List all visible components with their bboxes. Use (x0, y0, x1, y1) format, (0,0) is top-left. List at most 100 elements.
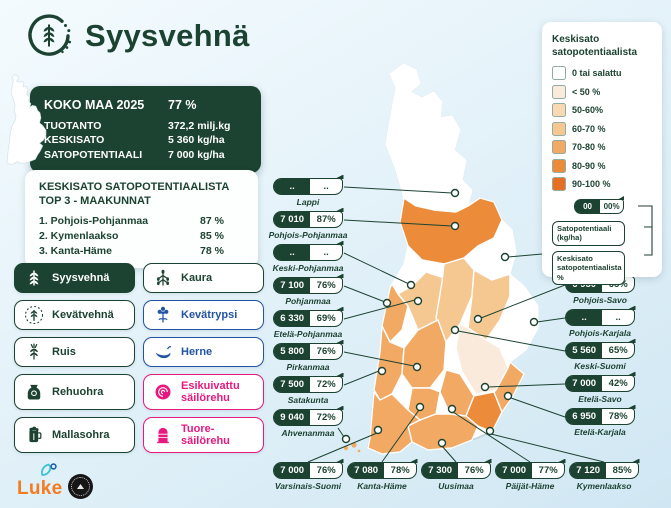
crop-button[interactable]: Mallasohra (14, 417, 135, 453)
legend-item: 60-70 % (552, 121, 652, 136)
map-region-lappi[interactable] (385, 63, 473, 213)
callout-keskisato: Keskisato satopotentiaalista % (552, 250, 625, 286)
legend-item: 80-90 % (552, 158, 652, 173)
region-potential-value: 7 100 (274, 278, 311, 293)
region-value-pill: 7 000 42% (565, 375, 635, 392)
summary-value: 77 % (168, 98, 197, 112)
region-percent-value: 77% (538, 465, 558, 476)
region-label: 7 300 76% Uusimaa (421, 462, 491, 496)
crop-button-label: Syysvehnä (52, 271, 110, 284)
top3-region-value: 87 % (200, 214, 224, 227)
crop-button-label: Ruis (52, 345, 76, 358)
region-label: 7 120 85% Kymenlaakso (569, 462, 639, 496)
region-potential-value: 9 040 (274, 410, 311, 425)
region-value-pill: .. .. (565, 309, 635, 326)
region-potential-value: 7 000 (566, 376, 603, 391)
crop-button[interactable]: Ruis (14, 337, 135, 367)
legend-color-swatch (552, 158, 566, 173)
region-name: Kanta-Häme (357, 480, 407, 491)
region-label: 7 080 78% Kanta-Häme (347, 462, 417, 496)
crop-button-label: Kevätrypsi (181, 308, 238, 321)
crop-button-label: Esikuivattu säilörehu (181, 379, 240, 404)
crop-button[interactable]: Esikuivattu säilörehu (143, 374, 264, 410)
crop-selector: Syysvehnä Kaura Kevätvehnä Kevät (14, 263, 264, 453)
region-value-pill: 7 100 76% (273, 277, 343, 294)
crop-button[interactable]: Kaura (143, 263, 264, 293)
region-potential-value: .. (566, 310, 603, 325)
top3-row: 3. Kanta-Häme 78 % (39, 244, 244, 259)
legend-items: 0 tai salattu < 50 % 50-60% 60-70 % (552, 66, 652, 191)
region-percent-value: 76% (464, 465, 484, 476)
top3-region-name: 3. Kanta-Häme (39, 245, 112, 258)
legend-item-label: < 50 % (572, 86, 601, 97)
region-label: 7 500 72% Satakunta (273, 376, 343, 409)
finland-map (343, 63, 539, 455)
top3-row: 1. Pohjois-Pohjanmaa 87 % (39, 214, 244, 229)
legend-color-swatch (552, 121, 566, 136)
legend-item-label: 50-60% (572, 105, 604, 115)
region-label: 7 100 76% Pohjanmaa (273, 277, 343, 310)
summary-value: 372,2 milj.kg (168, 119, 231, 132)
region-percent-value: 72% (316, 412, 336, 423)
top3-region-value: 85 % (200, 229, 224, 242)
region-value-pill: 5 800 76% (273, 343, 343, 360)
crop-button[interactable]: Kevätrypsi (143, 300, 264, 330)
region-value-pill: 7 120 85% (569, 462, 639, 479)
crop-button[interactable]: Syysvehnä (14, 263, 135, 293)
legend-item-label: 60-70 % (572, 123, 606, 134)
region-name: Etelä-Savo (578, 393, 622, 404)
sample-pill-value: 00 (575, 200, 601, 213)
region-labels-bottom: 7 000 76% Varsinais-Suomi 7 080 78% Kant… (273, 462, 639, 496)
summary-value: 5 360 kg/ha (168, 134, 225, 147)
region-label: 7 000 76% Varsinais-Suomi (273, 462, 343, 496)
crop-button-label: Herne (181, 345, 213, 358)
region-label: .. .. Pohjois-Karjala (565, 309, 635, 342)
region-label: 7 000 42% Etelä-Savo (565, 375, 635, 408)
region-potential-value: 7 000 (496, 463, 533, 478)
region-percent-value: 78% (390, 465, 410, 476)
page-title: Syysvehnä (85, 18, 250, 53)
region-name: Päijät-Häme (505, 480, 555, 491)
crop-button[interactable]: Herne (143, 337, 264, 367)
spring-wheat-icon (24, 305, 44, 325)
region-percent-value: 76% (316, 465, 336, 476)
silage-bale-icon (153, 382, 173, 402)
region-name: Keski-Pohjanmaa (272, 262, 344, 273)
region-label: 7 010 87% Pohjois-Pohjanmaa (269, 211, 347, 244)
region-percent-value: 85% (612, 465, 632, 476)
region-name: Pohjanmaa (285, 295, 331, 306)
region-value-pill: 5 560 65% (565, 342, 635, 359)
summary-row: KESKISATO 5 360 kg/ha (44, 133, 250, 148)
map-legend: Keskisato satopotentiaalista 0 tai salat… (542, 22, 662, 286)
region-labels-left: .. .. Lappi 7 010 87% Pohjois-Pohjanmaa … (269, 178, 347, 442)
callout-satopotentiaali: Satopotentiaali (kg/ha) (552, 221, 625, 246)
region-potential-value: 5 560 (566, 343, 603, 358)
crop-button[interactable]: Tuore- säilörehu (143, 417, 264, 453)
map-region-ahvenanmaa[interactable] (343, 435, 361, 453)
region-label: 9 040 72% Ahvenanmaa (273, 409, 343, 442)
luke-logo-text: Luke (17, 478, 63, 499)
region-name: Varsinais-Suomi (274, 480, 342, 491)
legend-color-swatch (552, 177, 566, 191)
country-summary-panel: KOKO MAA 2025 77 % TUOTANTO 372,2 milj.k… (30, 86, 261, 173)
region-percent-value: .. (323, 247, 329, 258)
region-label: 6 950 78% Etelä-Karjala (565, 408, 635, 441)
luke-leaf-icon (41, 463, 57, 476)
summary-label: KOKO MAA 2025 (44, 98, 145, 112)
crop-button[interactable]: Kevätvehnä (14, 300, 135, 330)
region-label: 6 330 69% Etelä-Pohjanmaa (273, 310, 343, 343)
region-potential-value: 6 950 (566, 409, 603, 424)
region-potential-value: .. (274, 245, 311, 260)
region-potential-value: 7 080 (348, 463, 385, 478)
region-value-pill: 7 000 77% (495, 462, 565, 479)
region-potential-value: 6 330 (274, 311, 311, 326)
rye-icon (24, 342, 44, 362)
legend-item: < 50 % (552, 84, 652, 99)
region-potential-value: .. (274, 179, 311, 194)
quality-seal-logo (68, 474, 93, 499)
region-name: Uusimaa (438, 480, 474, 491)
region-percent-value: 78% (608, 411, 628, 422)
sample-pill: 00 00% (574, 199, 624, 214)
crop-button[interactable]: Rehuohra (14, 374, 135, 410)
